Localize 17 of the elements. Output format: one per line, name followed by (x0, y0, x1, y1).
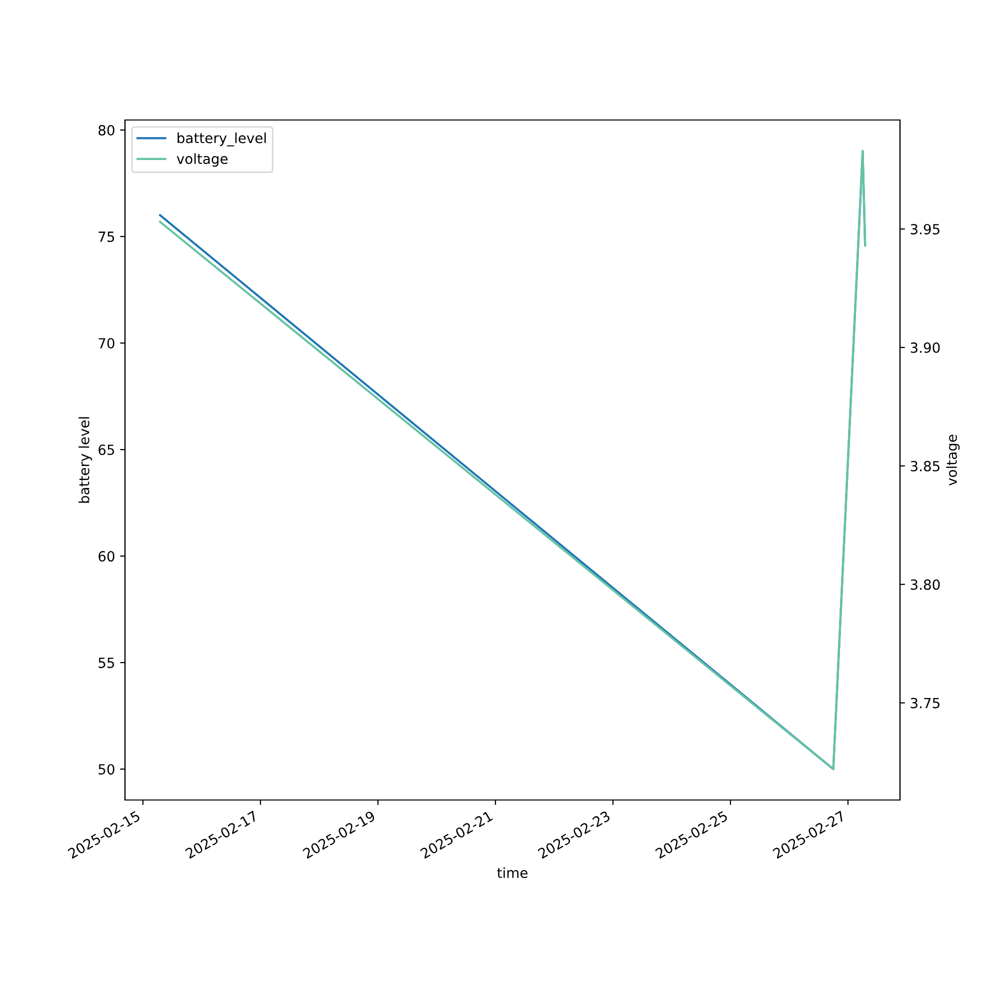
y-tick-label: 80 (98, 124, 114, 136)
y-tick-label: 75 (98, 232, 114, 242)
y2-tick-label: 3.80 (910, 579, 940, 590)
legend-label: battery_level (178, 132, 266, 146)
y-tick-label: 60 (98, 551, 114, 562)
y2-axis-title: voltage (946, 434, 960, 486)
y2-tick-label: 3.95 (910, 224, 940, 234)
y2-tick-label: 3.90 (910, 342, 940, 353)
y-tick-label: 65 (98, 444, 114, 456)
y-axis-title: battery level (78, 417, 92, 503)
legend-label: voltage (176, 153, 228, 167)
y-tick-label: 50 (98, 764, 114, 775)
y2-tick-label: 3.75 (910, 698, 940, 708)
y-tick-label: 55 (98, 658, 114, 668)
y2-tick-label: 3.85 (910, 460, 940, 472)
y-tick-label: 70 (98, 338, 114, 349)
x-axis-title: time (497, 867, 528, 878)
